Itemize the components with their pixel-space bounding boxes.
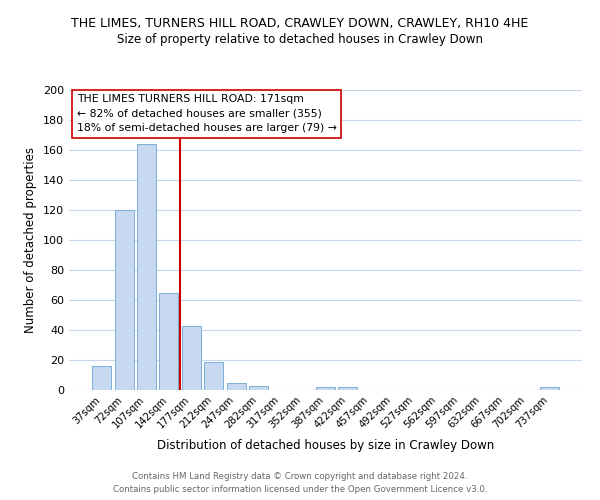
Bar (539, 387, 559, 390)
Text: Contains HM Land Registry data © Crown copyright and database right 2024.: Contains HM Land Registry data © Crown c… (132, 472, 468, 481)
Bar (160, 292, 178, 390)
Bar (227, 382, 245, 390)
Bar (182, 326, 201, 390)
Bar (137, 144, 156, 390)
Bar (316, 387, 335, 390)
Bar (204, 362, 223, 390)
Text: THE LIMES TURNERS HILL ROAD: 171sqm
← 82% of detached houses are smaller (355)
1: THE LIMES TURNERS HILL ROAD: 171sqm ← 82… (77, 94, 337, 134)
Bar (249, 386, 268, 390)
Y-axis label: Number of detached properties: Number of detached properties (25, 147, 37, 333)
Text: THE LIMES, TURNERS HILL ROAD, CRAWLEY DOWN, CRAWLEY, RH10 4HE: THE LIMES, TURNERS HILL ROAD, CRAWLEY DO… (71, 18, 529, 30)
Text: Size of property relative to detached houses in Crawley Down: Size of property relative to detached ho… (117, 32, 483, 46)
Bar (115, 210, 134, 390)
Bar (338, 387, 358, 390)
X-axis label: Distribution of detached houses by size in Crawley Down: Distribution of detached houses by size … (157, 439, 494, 452)
Bar (92, 366, 112, 390)
Text: Contains public sector information licensed under the Open Government Licence v3: Contains public sector information licen… (113, 485, 487, 494)
